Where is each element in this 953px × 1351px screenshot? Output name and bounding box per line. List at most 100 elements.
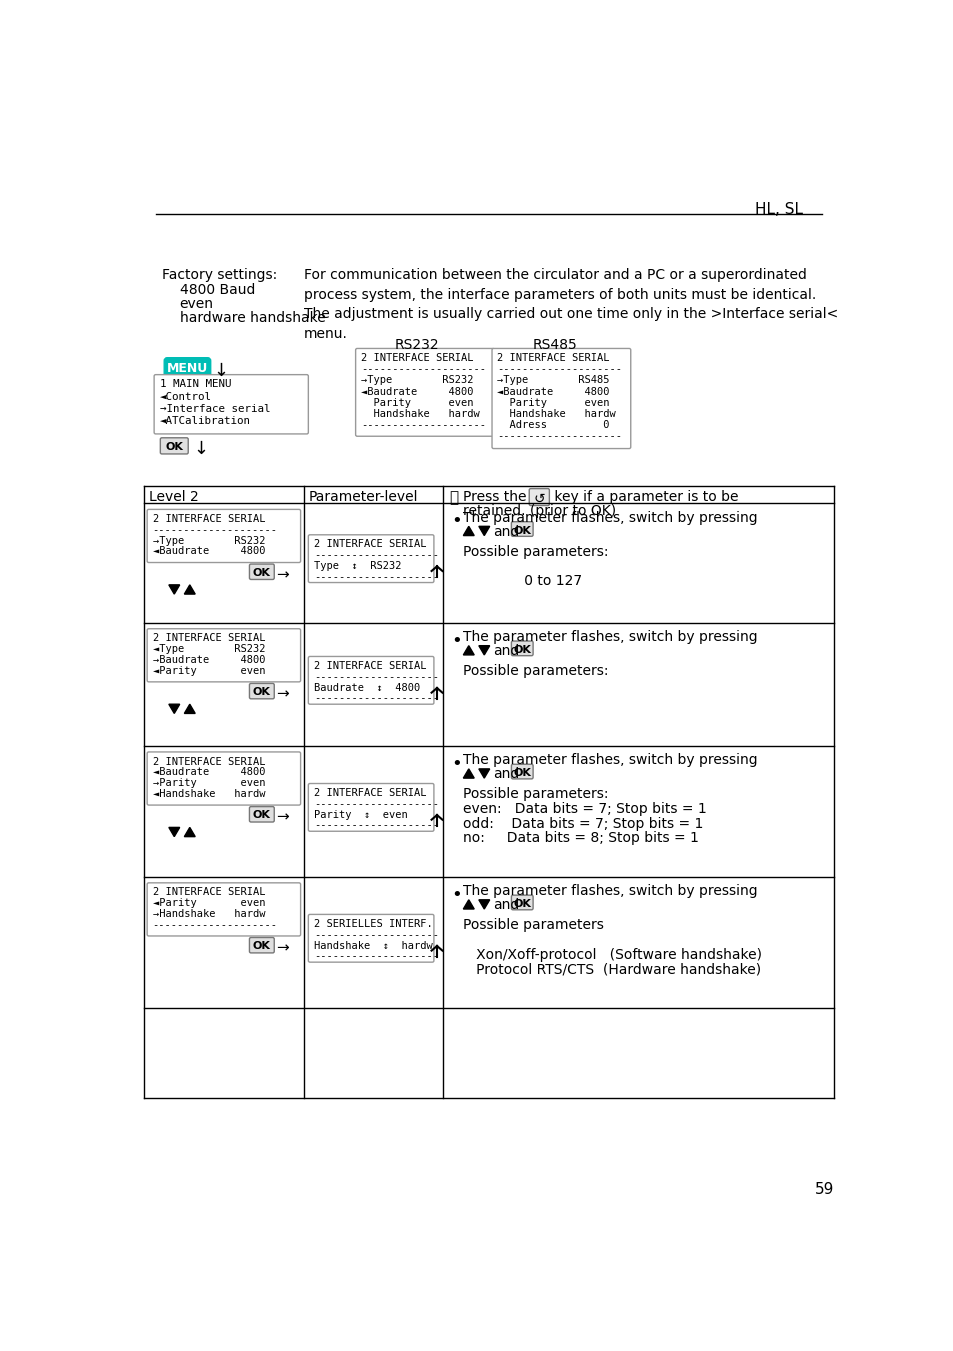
Text: 59: 59 (814, 1182, 833, 1197)
Polygon shape (463, 900, 474, 909)
Text: Parity      even: Parity even (497, 397, 609, 408)
FancyBboxPatch shape (308, 784, 434, 831)
FancyBboxPatch shape (164, 358, 211, 380)
Text: --------------------: -------------------- (152, 920, 277, 929)
Text: Parameter-level: Parameter-level (308, 490, 417, 504)
Text: OK: OK (165, 442, 183, 451)
Text: Level 2: Level 2 (149, 490, 198, 504)
Polygon shape (184, 704, 195, 713)
Text: --------------------: -------------------- (497, 365, 621, 374)
Polygon shape (169, 827, 179, 836)
Text: →Type        RS232: →Type RS232 (360, 376, 473, 385)
Text: Parity  ↕  even: Parity ↕ even (314, 809, 407, 820)
Text: •: • (451, 632, 461, 650)
Text: Xon/Xoff-protocol   (Software handshake): Xon/Xoff-protocol (Software handshake) (463, 947, 761, 962)
Text: 1 MAIN MENU: 1 MAIN MENU (159, 380, 231, 389)
Text: ◄Baudrate     4800: ◄Baudrate 4800 (152, 546, 265, 557)
Text: ◄ATCalibration: ◄ATCalibration (159, 416, 251, 426)
FancyBboxPatch shape (154, 374, 308, 434)
Text: •: • (451, 755, 461, 773)
Text: →Type        RS485: →Type RS485 (497, 376, 609, 385)
FancyBboxPatch shape (147, 753, 300, 805)
Polygon shape (478, 900, 489, 909)
Text: →: → (276, 809, 289, 824)
Text: --------------------: -------------------- (497, 431, 621, 442)
Text: •: • (451, 512, 461, 531)
Text: RS232: RS232 (394, 338, 438, 351)
FancyBboxPatch shape (492, 349, 630, 449)
FancyBboxPatch shape (147, 882, 300, 936)
FancyBboxPatch shape (355, 349, 494, 436)
Text: Protocol RTS/CTS  (Hardware handshake): Protocol RTS/CTS (Hardware handshake) (463, 962, 760, 977)
Text: →: → (276, 567, 289, 582)
Polygon shape (478, 527, 489, 535)
Polygon shape (169, 704, 179, 713)
Text: ⓘ: ⓘ (449, 490, 458, 505)
Text: odd:    Data bits = 7; Stop bits = 1: odd: Data bits = 7; Stop bits = 1 (463, 816, 703, 831)
Text: →Interface serial: →Interface serial (159, 404, 270, 413)
Text: 2 INTERFACE SERIAL: 2 INTERFACE SERIAL (360, 353, 473, 363)
Text: OK: OK (513, 644, 531, 655)
Text: --------------------: -------------------- (314, 671, 438, 682)
Text: ◄Handshake   hardw: ◄Handshake hardw (152, 789, 265, 798)
Text: ◄Parity       even: ◄Parity even (152, 666, 265, 676)
Text: even:   Data bits = 7; Stop bits = 1: even: Data bits = 7; Stop bits = 1 (463, 802, 706, 816)
Text: 2 INTERFACE SERIAL: 2 INTERFACE SERIAL (314, 661, 426, 671)
FancyBboxPatch shape (308, 915, 434, 962)
Text: --------------------: -------------------- (314, 571, 438, 582)
Text: and: and (493, 644, 518, 658)
Text: OK: OK (253, 567, 271, 578)
Polygon shape (478, 769, 489, 778)
FancyBboxPatch shape (511, 896, 533, 909)
Text: For communication between the circulator and a PC or a superordinated
process sy: For communication between the circulator… (303, 269, 837, 340)
Text: OK: OK (253, 942, 271, 951)
FancyBboxPatch shape (249, 565, 274, 580)
Text: 2 INTERFACE SERIAL: 2 INTERFACE SERIAL (314, 788, 426, 798)
FancyBboxPatch shape (308, 657, 434, 704)
Text: 2 INTERFACE SERIAL: 2 INTERFACE SERIAL (152, 634, 265, 643)
Text: →Type        RS232: →Type RS232 (152, 535, 265, 546)
Text: →: → (276, 940, 289, 955)
FancyBboxPatch shape (147, 509, 300, 562)
FancyBboxPatch shape (160, 438, 188, 454)
Text: even: even (179, 297, 213, 311)
FancyBboxPatch shape (249, 807, 274, 821)
Text: --------------------: -------------------- (314, 798, 438, 809)
Text: 2 INTERFACE SERIAL: 2 INTERFACE SERIAL (152, 513, 265, 524)
Text: 2 INTERFACE SERIAL: 2 INTERFACE SERIAL (497, 353, 609, 363)
Polygon shape (184, 827, 195, 836)
Text: RS485: RS485 (532, 338, 577, 351)
Polygon shape (463, 646, 474, 655)
Text: --------------------: -------------------- (314, 693, 438, 704)
Text: no:     Data bits = 8; Stop bits = 1: no: Data bits = 8; Stop bits = 1 (463, 831, 699, 846)
Text: 2 INTERFACE SERIAL: 2 INTERFACE SERIAL (152, 757, 265, 766)
Text: 2 INTERFACE SERIAL: 2 INTERFACE SERIAL (152, 888, 265, 897)
Text: 2 INTERFACE SERIAL: 2 INTERFACE SERIAL (314, 539, 426, 550)
Text: --------------------: -------------------- (360, 420, 485, 430)
Text: The parameter flashes, switch by pressing: The parameter flashes, switch by pressin… (463, 885, 758, 898)
Text: --------------------: -------------------- (314, 550, 438, 561)
FancyBboxPatch shape (511, 642, 533, 655)
FancyBboxPatch shape (249, 938, 274, 952)
Polygon shape (184, 585, 195, 594)
Text: Baudrate  ↕  4800: Baudrate ↕ 4800 (314, 682, 419, 693)
Text: •: • (451, 886, 461, 904)
Polygon shape (463, 769, 474, 778)
Text: The parameter flashes, switch by pressing: The parameter flashes, switch by pressin… (463, 511, 758, 526)
Text: 4800 Baud: 4800 Baud (179, 282, 254, 297)
Text: OK: OK (253, 811, 271, 820)
Text: --------------------: -------------------- (360, 365, 485, 374)
Text: 2 SERIELLES INTERF.: 2 SERIELLES INTERF. (314, 919, 432, 929)
Text: retained. (prior to OK): retained. (prior to OK) (463, 504, 616, 517)
Text: →Parity       even: →Parity even (152, 778, 265, 788)
Text: Possible parameters:: Possible parameters: (463, 544, 608, 559)
Text: hardware handshake: hardware handshake (179, 311, 325, 324)
Polygon shape (478, 646, 489, 655)
Text: key if a parameter is to be: key if a parameter is to be (550, 490, 738, 504)
Text: OK: OK (513, 898, 531, 909)
Text: →Handshake   hardw: →Handshake hardw (152, 909, 265, 919)
Text: HL, SL: HL, SL (754, 203, 801, 218)
FancyBboxPatch shape (249, 684, 274, 698)
FancyBboxPatch shape (308, 535, 434, 582)
Text: --------------------: -------------------- (152, 524, 277, 535)
